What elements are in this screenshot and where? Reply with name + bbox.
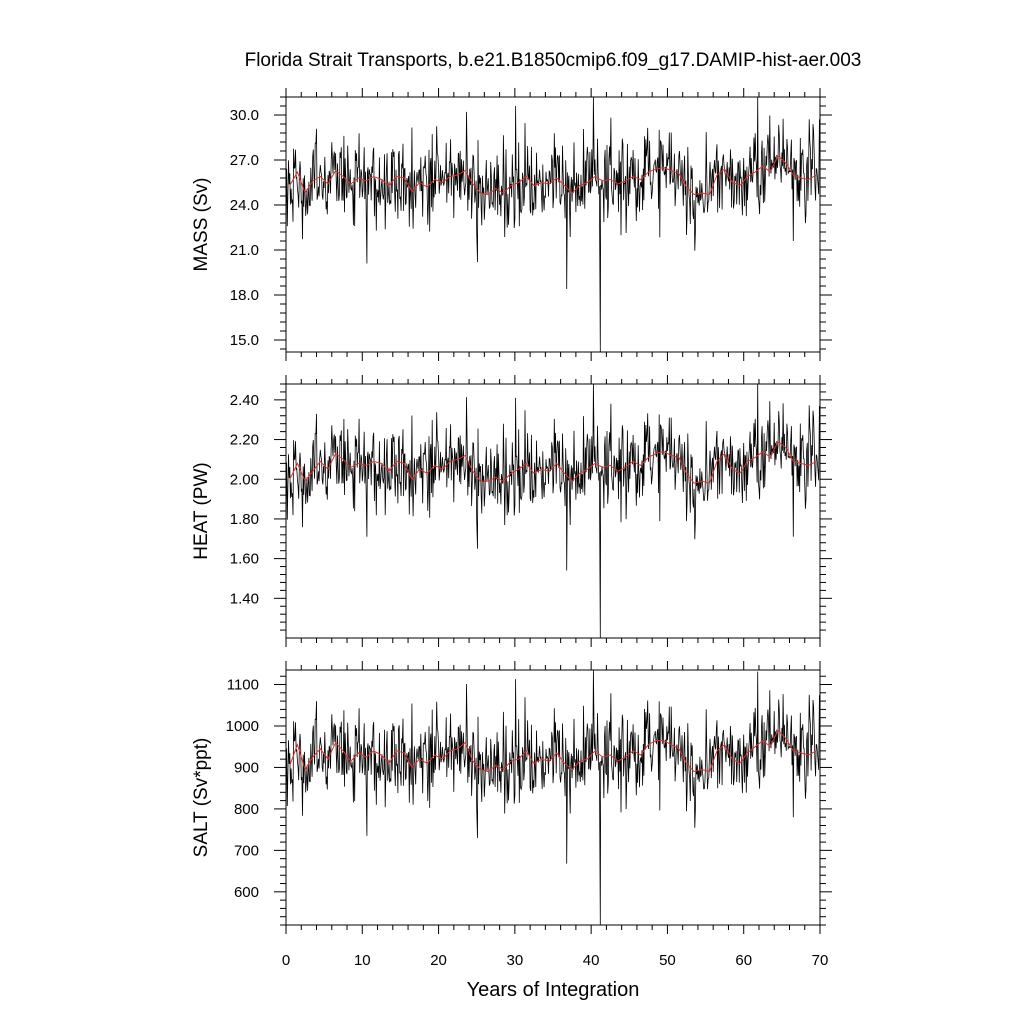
y-tick-label-heat: 1.80	[230, 511, 259, 528]
series-monthly-mass	[286, 97, 820, 352]
y-tick-label-salt: 700	[234, 842, 259, 859]
panel-frame-salt	[285, 669, 821, 926]
x-tick-label: 50	[659, 952, 676, 969]
panels: 30.0 27.0 24.0 21.0 18.0 15.0 MASS (Sv) 2.40 2.2…	[191, 88, 832, 969]
y-tick-label-salt: 600	[234, 884, 259, 901]
panel-frame-mass	[285, 96, 821, 353]
y-tick-label-salt: 900	[234, 759, 259, 776]
series-annual-mean-mass	[289, 154, 817, 196]
y-tick-label-heat: 2.20	[230, 432, 259, 449]
panel-heat: 2.40 2.20 2.00 1.80 1.60 1.40 HEAT (PW)	[191, 375, 832, 647]
series-monthly-heat	[286, 384, 820, 638]
y-tick-label-mass: 24.0	[230, 197, 259, 214]
x-tick-label: 70	[812, 952, 829, 969]
y-axis-label-heat: HEAT (PW)	[191, 462, 212, 559]
x-tick-label: 60	[735, 952, 752, 969]
chart-title: Florida Strait Transports, b.e21.B1850cm…	[245, 50, 862, 71]
series-annual-mean-heat	[289, 440, 817, 484]
y-tick-label-mass: 15.0	[230, 332, 259, 349]
panel-salt: 1100 1000 900 800 700 600 SALT (Sv*ppt)	[191, 661, 832, 934]
x-tick-label: 10	[354, 952, 371, 969]
y-tick-label-salt: 800	[234, 801, 259, 818]
x-axis-label: Years of Integration	[467, 979, 640, 1001]
panel-mass: 30.0 27.0 24.0 21.0 18.0 15.0 MASS (Sv)	[191, 88, 832, 361]
y-tick-label-heat: 1.60	[230, 551, 259, 568]
x-tick-label: 30	[507, 952, 524, 969]
y-tick-label-mass: 27.0	[230, 152, 259, 169]
y-tick-label-heat: 2.40	[230, 392, 259, 409]
y-tick-label-salt: 1000	[226, 718, 259, 735]
series-monthly-salt	[286, 670, 820, 925]
x-tick-label: 0	[282, 952, 290, 969]
y-tick-label-salt: 1100	[227, 677, 259, 694]
x-tick-label: 40	[583, 952, 600, 969]
y-tick-label-mass: 18.0	[230, 287, 259, 304]
y-tick-label-mass: 30.0	[230, 107, 259, 124]
x-tick-label: 20	[430, 952, 447, 969]
y-tick-label-heat: 1.40	[230, 590, 259, 607]
y-axis-label-salt: SALT (Sv*ppt)	[191, 738, 212, 858]
y-tick-label-heat: 2.00	[230, 471, 259, 488]
y-tick-label-mass: 21.0	[230, 242, 259, 259]
series-annual-mean-salt	[289, 729, 817, 773]
y-axis-label-mass: MASS (Sv)	[191, 178, 212, 272]
